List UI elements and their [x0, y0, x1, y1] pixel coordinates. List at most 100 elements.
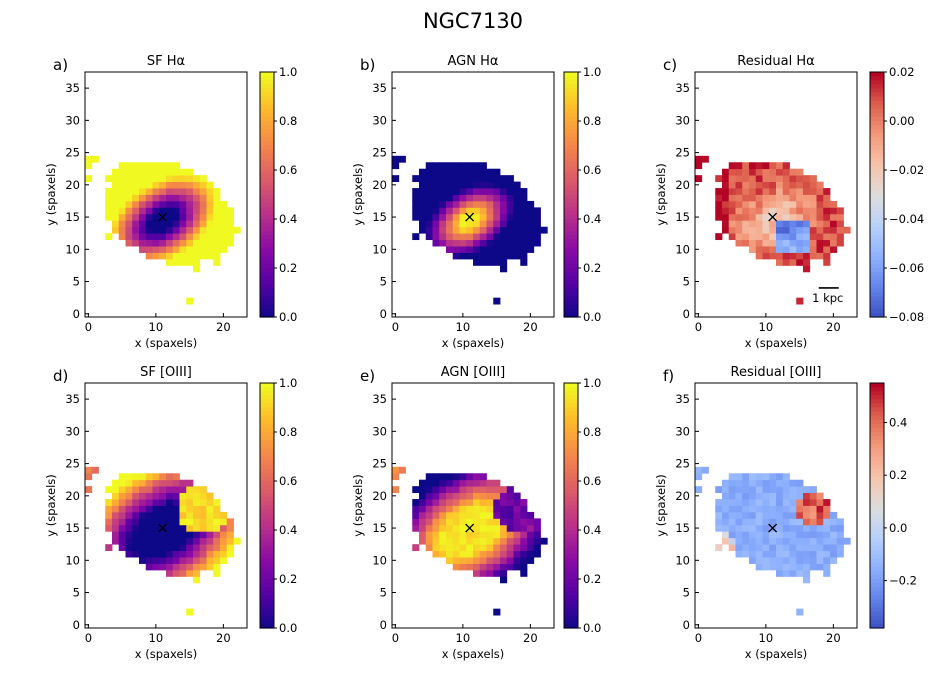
colorbar-segment	[260, 550, 274, 556]
spaxel	[728, 505, 736, 513]
spaxel	[145, 531, 153, 539]
y-tick-label: 15	[372, 210, 387, 224]
spaxel	[500, 499, 508, 506]
spaxel	[762, 486, 770, 494]
spaxel	[722, 213, 730, 221]
spaxel	[520, 258, 528, 266]
spaxel	[85, 486, 93, 494]
spaxel	[186, 175, 194, 183]
spaxel	[486, 524, 494, 532]
spaxel	[749, 207, 757, 215]
panel-label: a)	[53, 56, 68, 74]
spaxel	[776, 162, 784, 170]
spaxel	[125, 220, 133, 228]
spaxel	[722, 537, 730, 545]
spaxel	[486, 557, 494, 564]
colorbar-segment	[564, 607, 578, 613]
spaxel	[776, 531, 784, 539]
spaxel	[132, 518, 140, 526]
colorbar-segment	[870, 263, 884, 269]
y-tick-label: 5	[683, 275, 690, 289]
colorbar-segment	[870, 72, 884, 77]
spaxel	[506, 175, 514, 183]
colorbar-segment	[870, 599, 884, 605]
spaxel	[118, 233, 126, 241]
spaxel	[782, 188, 790, 195]
colorbar-segment	[564, 427, 578, 433]
spaxel	[486, 226, 494, 234]
colorbar-segment	[260, 419, 274, 425]
colorbar-segment	[870, 133, 884, 138]
spaxel	[186, 486, 194, 494]
spaxel	[473, 239, 481, 247]
spaxel	[226, 226, 234, 234]
x-tick-label: 0	[85, 631, 92, 645]
spaxel	[152, 200, 160, 208]
spaxel	[459, 511, 467, 519]
colorbar-segment	[564, 214, 578, 220]
spaxel	[199, 531, 207, 539]
spaxel	[735, 537, 743, 545]
spaxel	[500, 258, 508, 266]
spaxel	[459, 207, 467, 215]
spaxel	[206, 499, 214, 506]
colorbar-segment	[260, 80, 274, 85]
spaxel	[466, 246, 474, 253]
spaxel	[125, 499, 133, 506]
spaxel	[816, 518, 824, 526]
colorbar-segment	[870, 190, 884, 196]
spaxel	[520, 213, 528, 221]
spaxel	[809, 557, 817, 564]
spaxel	[728, 544, 736, 552]
spaxel	[796, 557, 804, 564]
colorbar-frame	[563, 382, 579, 629]
colorbar-segment	[260, 280, 274, 285]
spaxel	[412, 524, 420, 532]
spaxel	[392, 466, 400, 474]
spaxel	[755, 252, 763, 260]
spaxel	[473, 505, 481, 513]
spaxel	[213, 233, 221, 241]
spaxel	[500, 563, 508, 571]
spaxel	[159, 200, 167, 208]
spaxel	[439, 499, 447, 506]
spaxel	[172, 563, 180, 571]
spaxel	[473, 181, 481, 189]
spaxel	[796, 168, 804, 176]
spaxel	[118, 207, 126, 215]
colorbar-segment	[564, 296, 578, 302]
spaxel	[776, 213, 784, 221]
colorbar-segment	[260, 104, 274, 110]
spaxel	[425, 213, 433, 221]
spaxel	[836, 220, 844, 228]
spaxel	[782, 239, 790, 247]
spaxel	[186, 252, 194, 260]
spaxel	[493, 200, 501, 208]
spaxel	[432, 550, 440, 558]
spaxel	[152, 505, 160, 513]
colorbar-segment	[260, 399, 274, 405]
spaxel	[425, 544, 433, 552]
colorbar-segment	[870, 452, 884, 458]
spaxel	[742, 207, 750, 215]
spaxel	[742, 537, 750, 545]
spaxel	[755, 492, 763, 500]
spaxel	[172, 246, 180, 253]
x-axis-label: x (spaxels)	[745, 647, 808, 661]
spaxel	[506, 499, 514, 506]
y-tick-label: 10	[372, 553, 387, 567]
colorbar-segment	[260, 525, 274, 531]
colorbar-segment	[260, 259, 274, 265]
colorbar-segment	[260, 186, 274, 192]
panel-label: f)	[663, 367, 674, 385]
spaxel	[803, 557, 811, 564]
spaxel	[782, 181, 790, 189]
spaxel	[193, 557, 201, 564]
spaxel	[500, 246, 508, 253]
spaxel	[213, 194, 221, 202]
spaxel	[199, 518, 207, 526]
spaxel	[493, 531, 501, 539]
spaxel	[459, 194, 467, 202]
y-tick-label: 5	[380, 275, 387, 289]
